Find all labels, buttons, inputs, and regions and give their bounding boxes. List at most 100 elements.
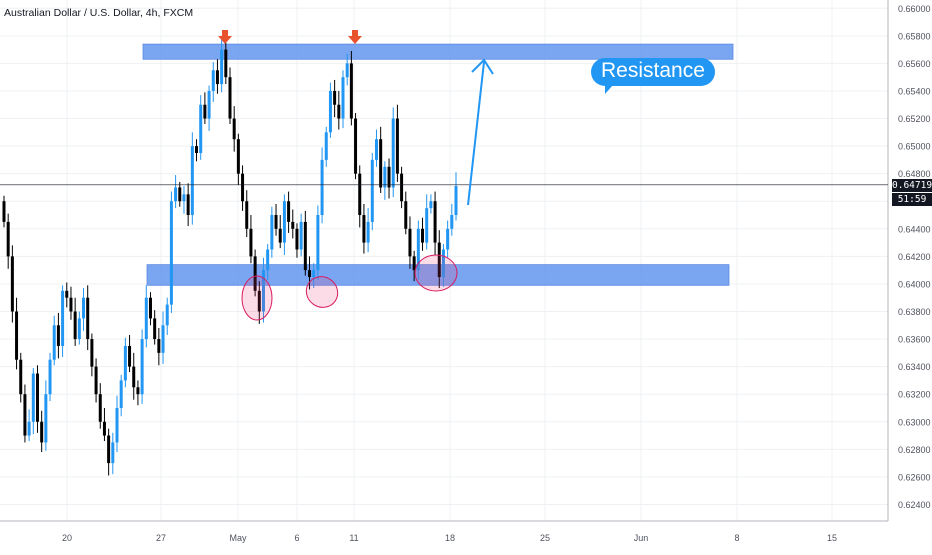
candle	[333, 90, 337, 105]
candle	[358, 173, 362, 216]
candle	[82, 297, 86, 319]
candle	[211, 70, 215, 91]
candle	[408, 228, 412, 257]
candle	[157, 339, 161, 353]
candle	[128, 345, 132, 367]
candle	[446, 228, 450, 250]
y-tick-label: 0.64200	[898, 252, 931, 262]
y-tick-label: 0.63200	[898, 390, 931, 400]
candle	[178, 187, 182, 202]
candle	[86, 297, 90, 340]
candle	[370, 159, 374, 222]
candle	[182, 194, 186, 202]
candle	[383, 166, 387, 188]
peak-arrow-icon	[348, 30, 362, 44]
candle	[437, 242, 441, 278]
chart-title: Australian Dollar / U.S. Dollar, 4h, FXC…	[4, 7, 194, 19]
candle	[404, 201, 408, 229]
candle	[282, 201, 286, 243]
candle	[174, 187, 178, 202]
candle	[44, 394, 48, 443]
y-tick-label: 0.65200	[898, 114, 931, 124]
y-tick-label: 0.66000	[898, 4, 931, 14]
y-tick-label: 0.63600	[898, 335, 931, 345]
candle	[10, 256, 14, 312]
candle	[320, 159, 324, 216]
candle	[236, 139, 240, 174]
candle	[40, 421, 44, 443]
candle	[266, 249, 270, 271]
candle	[98, 394, 102, 422]
candle	[186, 194, 190, 216]
candle	[199, 104, 203, 153]
candle	[52, 325, 56, 360]
y-tick-label: 0.63800	[898, 307, 931, 317]
candle	[270, 215, 274, 250]
candle	[65, 290, 69, 298]
y-tick-label: 0.65600	[898, 59, 931, 69]
x-tick-label: May	[229, 533, 247, 543]
candle	[228, 77, 232, 119]
candle	[303, 221, 307, 271]
candle	[161, 325, 165, 353]
y-tick-label: 0.63000	[898, 417, 931, 427]
candle	[48, 359, 52, 395]
candle	[195, 146, 199, 153]
candle	[61, 290, 65, 346]
x-tick-label: 27	[156, 533, 166, 543]
candle	[374, 139, 378, 160]
candle	[136, 387, 140, 395]
candle	[245, 201, 249, 229]
candle	[391, 118, 395, 188]
support-highlight	[414, 254, 458, 292]
support-highlight	[241, 275, 273, 321]
candle	[379, 139, 383, 188]
candle	[77, 318, 81, 340]
candle	[119, 380, 123, 408]
candle	[132, 366, 136, 388]
candle	[35, 373, 39, 422]
candle	[111, 442, 115, 464]
candle	[278, 228, 282, 243]
last-price-label: 0.64719	[892, 178, 932, 192]
bar-countdown-label: 51:59	[892, 192, 932, 206]
candle	[441, 249, 445, 278]
candle	[421, 228, 425, 243]
candle	[274, 215, 278, 229]
candle	[425, 208, 429, 243]
candle	[362, 215, 366, 243]
resistance-annotation: Resistance	[591, 58, 715, 94]
candle	[224, 49, 228, 78]
candle	[123, 345, 127, 381]
candle	[169, 201, 173, 305]
candle	[190, 146, 194, 216]
candle	[90, 339, 94, 367]
projection-arrow	[467, 61, 485, 206]
candle	[395, 118, 399, 174]
candle	[69, 297, 73, 312]
candle	[249, 228, 253, 257]
x-tick-label: 15	[827, 533, 837, 543]
candle	[316, 215, 320, 271]
candle	[295, 228, 299, 250]
candle	[450, 215, 454, 229]
candle	[2, 201, 6, 222]
candle	[291, 221, 295, 229]
candle	[454, 186, 458, 216]
x-tick-label: 6	[294, 533, 299, 543]
candle	[207, 90, 211, 119]
candle	[253, 256, 257, 291]
candle	[299, 221, 303, 250]
candle	[412, 256, 416, 271]
candle	[232, 118, 236, 140]
y-tick-label: 0.62600	[898, 472, 931, 482]
x-tick-label: 8	[734, 533, 739, 543]
candle	[366, 221, 370, 243]
candle	[144, 297, 148, 340]
y-tick-label: 0.65800	[898, 31, 931, 41]
candle	[312, 270, 316, 278]
candle	[341, 77, 345, 119]
projection-arrow-head	[471, 58, 494, 75]
